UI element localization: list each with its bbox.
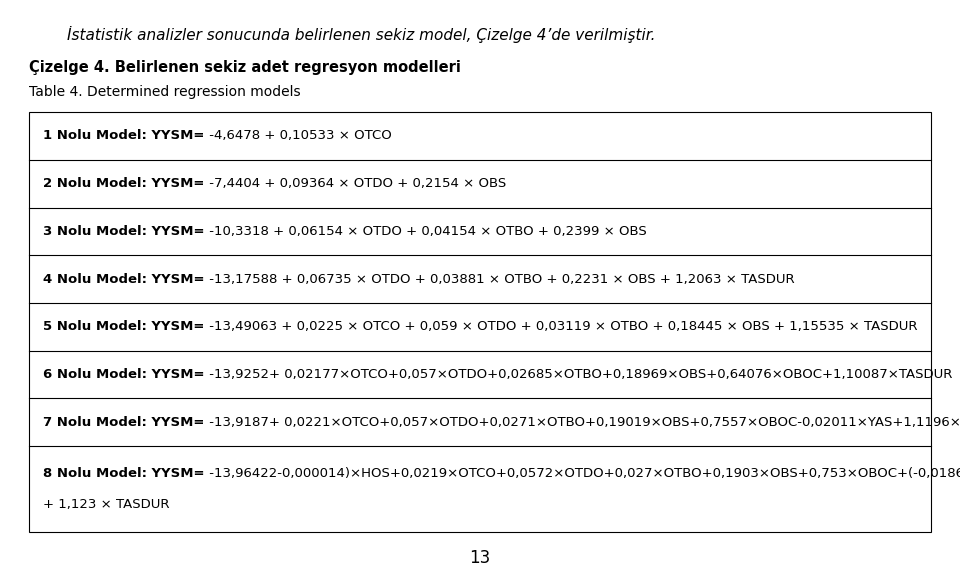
Text: 6 Nolu Model: YYSM=: 6 Nolu Model: YYSM= [43, 368, 204, 381]
Text: 8 Nolu Model: YYSM=: 8 Nolu Model: YYSM= [43, 467, 204, 480]
Text: -13,96422-0,000014)×HOS+0,0219×OTCO+0,0572×OTDO+0,027×OTBO+0,1903×OBS+0,753×OBOC: -13,96422-0,000014)×HOS+0,0219×OTCO+0,05… [204, 467, 960, 480]
Text: 7 Nolu Model: YYSM=: 7 Nolu Model: YYSM= [43, 416, 204, 429]
Text: -13,9252+ 0,02177×OTCO+0,057×OTDO+0,02685×OTBO+0,18969×OBS+0,64076×OBOC+1,10087×: -13,9252+ 0,02177×OTCO+0,057×OTDO+0,0268… [204, 368, 952, 381]
Text: 13: 13 [469, 549, 491, 567]
Text: 4 Nolu Model: YYSM=: 4 Nolu Model: YYSM= [43, 273, 204, 286]
Text: Table 4. Determined regression models: Table 4. Determined regression models [29, 85, 300, 98]
Text: -13,49063 + 0,0225 × OTCO + 0,059 × OTDO + 0,03119 × OTBO + 0,18445 × OBS + 1,15: -13,49063 + 0,0225 × OTCO + 0,059 × OTDO… [204, 320, 917, 334]
Text: -10,3318 + 0,06154 × OTDO + 0,04154 × OTBO + 0,2399 × OBS: -10,3318 + 0,06154 × OTDO + 0,04154 × OT… [204, 225, 646, 238]
Text: Çizelge 4. Belirlenen sekiz adet regresyon modelleri: Çizelge 4. Belirlenen sekiz adet regresy… [29, 60, 461, 75]
Text: -4,6478 + 0,10533 × OTCO: -4,6478 + 0,10533 × OTCO [204, 129, 392, 143]
Text: 3 Nolu Model: YYSM=: 3 Nolu Model: YYSM= [43, 225, 204, 238]
Text: 1 Nolu Model: YYSM=: 1 Nolu Model: YYSM= [43, 129, 204, 143]
Text: + 1,123 × TASDUR: + 1,123 × TASDUR [43, 498, 170, 511]
Text: 2 Nolu Model: YYSM=: 2 Nolu Model: YYSM= [43, 177, 204, 190]
Text: İstatistik analizler sonucunda belirlenen sekiz model, Çizelge 4’de verilmiştir.: İstatistik analizler sonucunda belirlene… [67, 26, 656, 43]
Text: -7,4404 + 0,09364 × OTDO + 0,2154 × OBS: -7,4404 + 0,09364 × OTDO + 0,2154 × OBS [204, 177, 506, 190]
Text: -13,9187+ 0,0221×OTCO+0,057×OTDO+0,0271×OTBO+0,19019×OBS+0,7557×OBOC-0,02011×YAS: -13,9187+ 0,0221×OTCO+0,057×OTDO+0,0271×… [204, 416, 960, 429]
Text: -13,17588 + 0,06735 × OTDO + 0,03881 × OTBO + 0,2231 × OBS + 1,2063 × TASDUR: -13,17588 + 0,06735 × OTDO + 0,03881 × O… [204, 273, 794, 286]
Text: 5 Nolu Model: YYSM=: 5 Nolu Model: YYSM= [43, 320, 204, 334]
